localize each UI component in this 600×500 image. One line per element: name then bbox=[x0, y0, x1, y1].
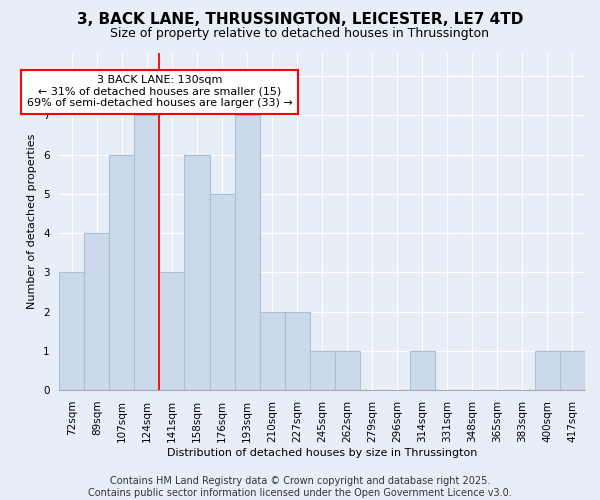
Bar bbox=[560, 351, 585, 390]
Bar bbox=[535, 351, 560, 390]
Bar bbox=[160, 272, 184, 390]
Text: Size of property relative to detached houses in Thrussington: Size of property relative to detached ho… bbox=[110, 28, 490, 40]
Text: 3, BACK LANE, THRUSSINGTON, LEICESTER, LE7 4TD: 3, BACK LANE, THRUSSINGTON, LEICESTER, L… bbox=[77, 12, 523, 28]
Bar bbox=[109, 154, 134, 390]
Bar bbox=[85, 233, 109, 390]
Bar bbox=[209, 194, 235, 390]
Bar bbox=[284, 312, 310, 390]
Text: Contains HM Land Registry data © Crown copyright and database right 2025.
Contai: Contains HM Land Registry data © Crown c… bbox=[88, 476, 512, 498]
Bar bbox=[184, 154, 209, 390]
Bar bbox=[260, 312, 284, 390]
Bar bbox=[410, 351, 435, 390]
Y-axis label: Number of detached properties: Number of detached properties bbox=[28, 134, 37, 309]
Bar bbox=[59, 272, 85, 390]
Bar bbox=[335, 351, 360, 390]
Bar bbox=[310, 351, 335, 390]
Text: 3 BACK LANE: 130sqm
← 31% of detached houses are smaller (15)
69% of semi-detach: 3 BACK LANE: 130sqm ← 31% of detached ho… bbox=[26, 75, 292, 108]
Bar bbox=[134, 116, 160, 390]
Bar bbox=[235, 116, 260, 390]
X-axis label: Distribution of detached houses by size in Thrussington: Distribution of detached houses by size … bbox=[167, 448, 478, 458]
